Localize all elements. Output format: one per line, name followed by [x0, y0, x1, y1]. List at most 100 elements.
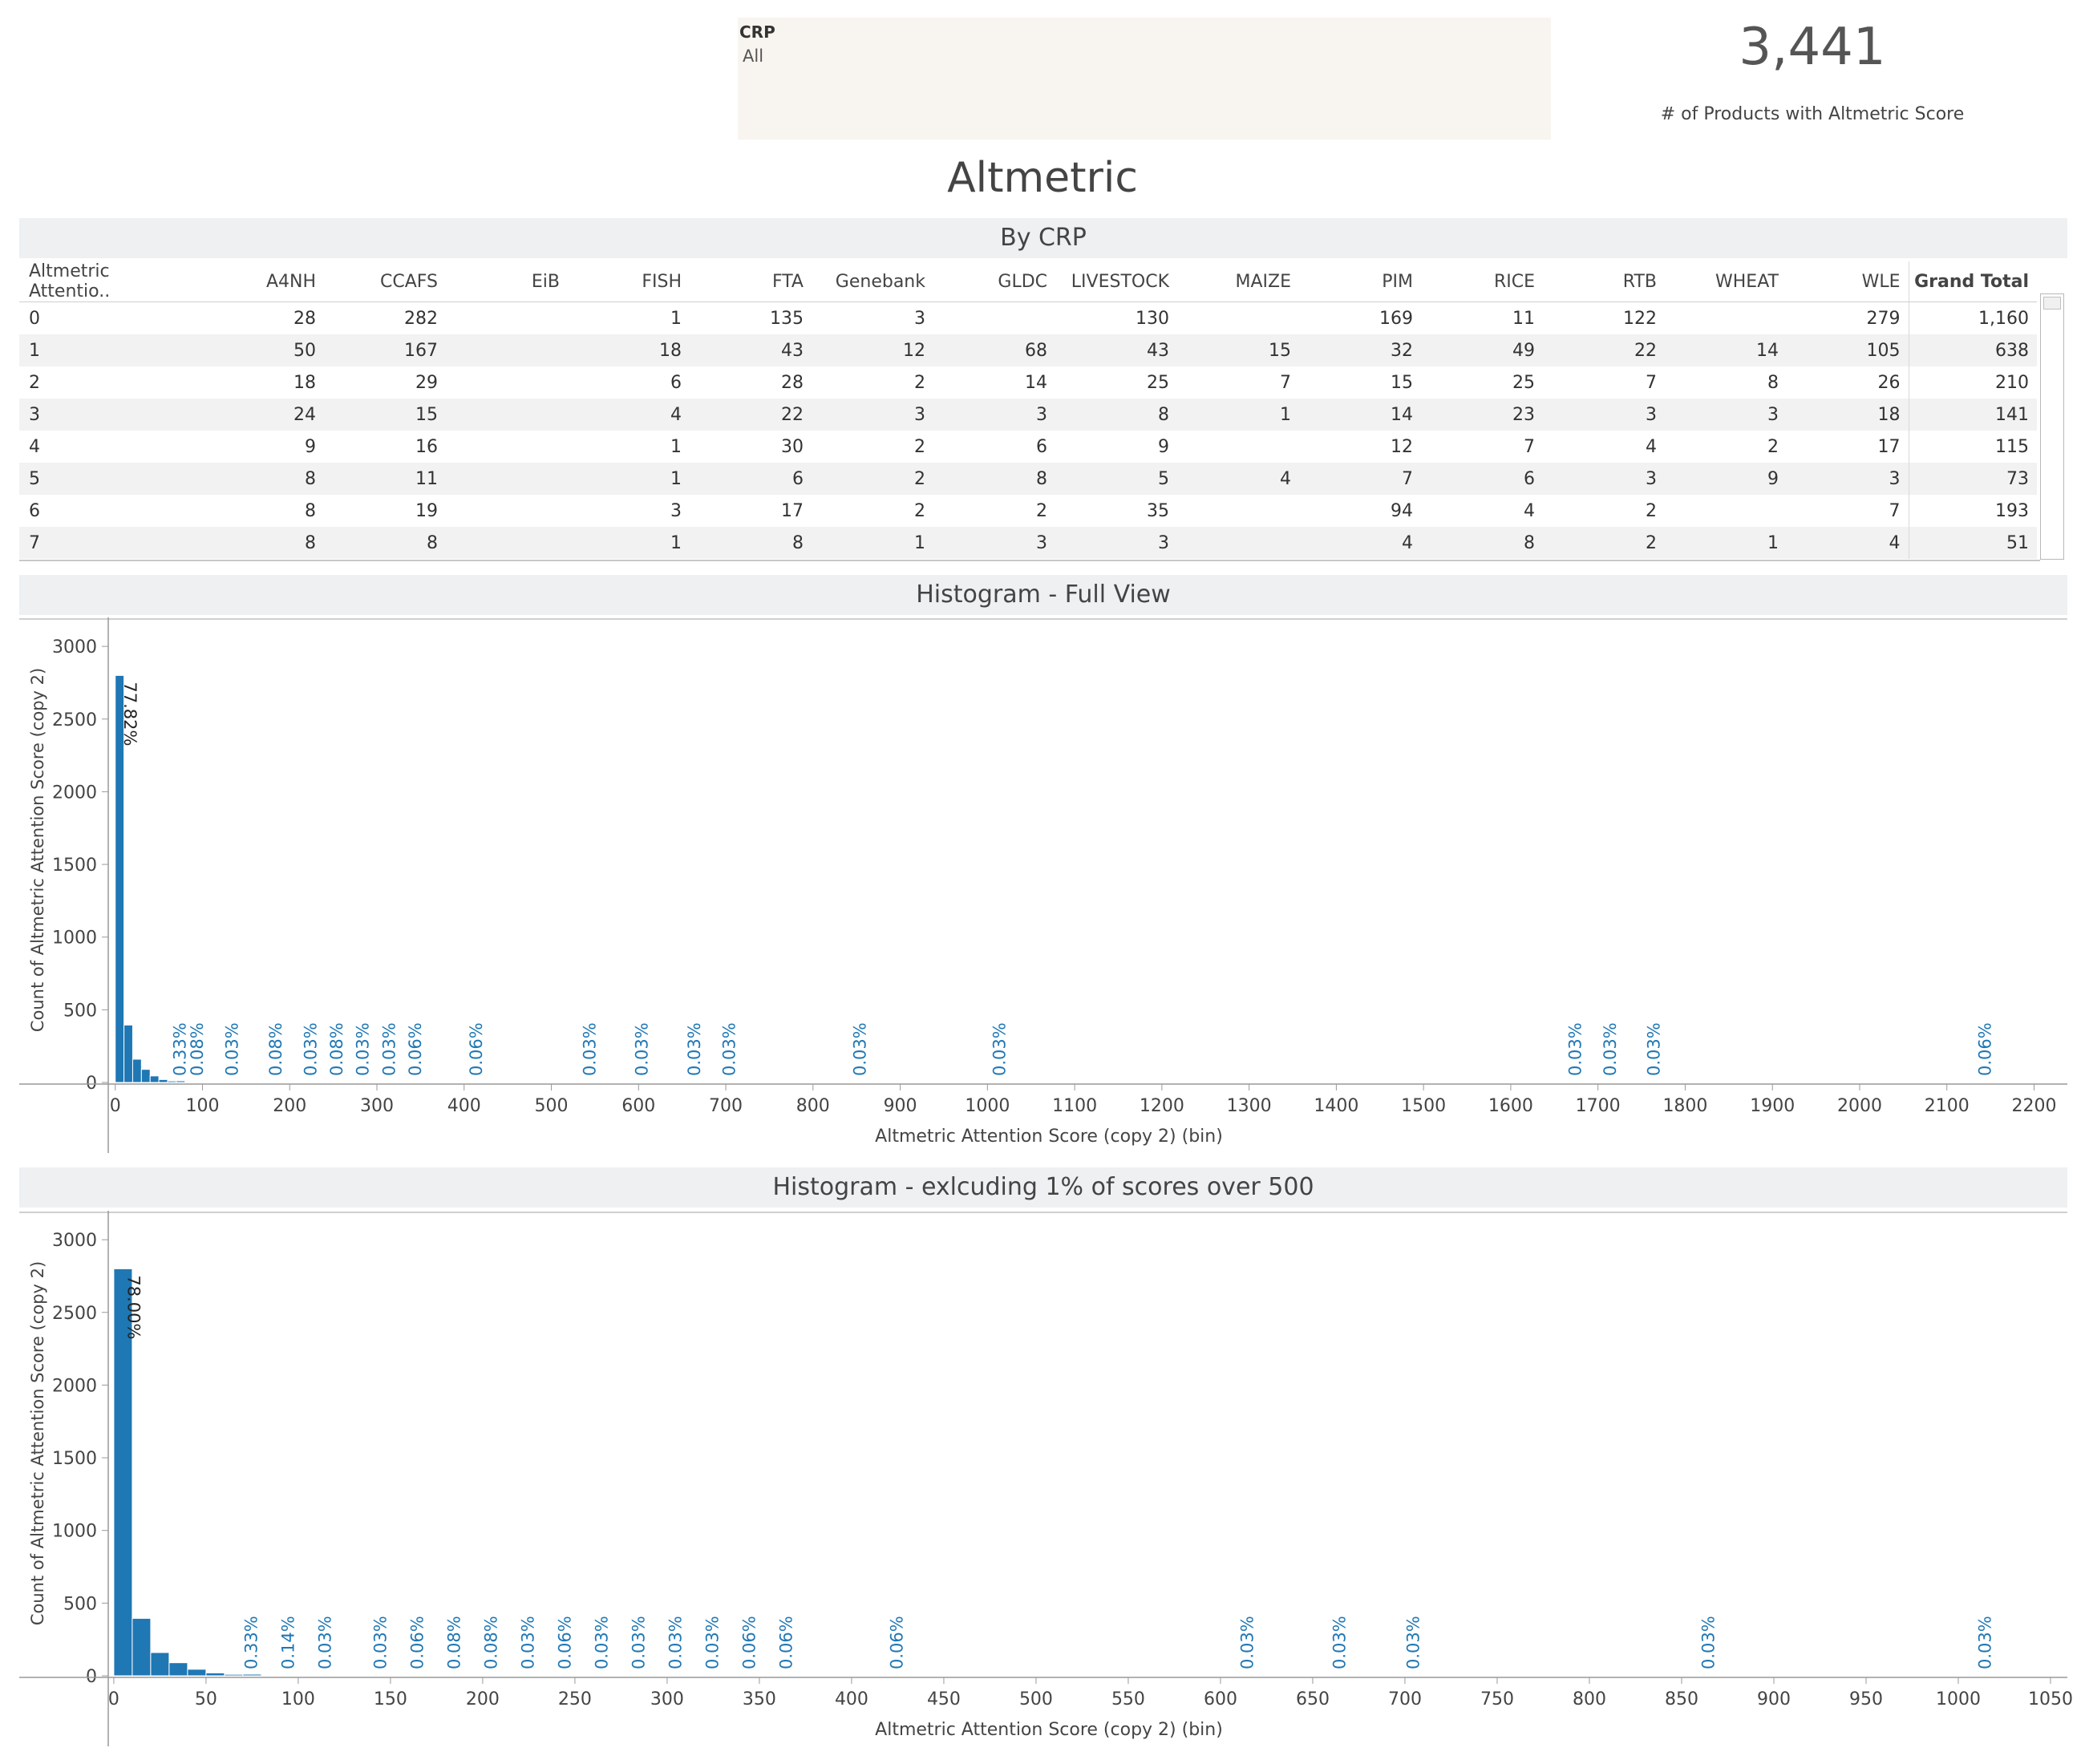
column-header[interactable]: PIM — [1299, 261, 1421, 302]
x-tick-label: 2100 — [1925, 1096, 1970, 1116]
table-row: 7 8 8 1 8 1 3 3 4 8 2 1 4 51 — [19, 527, 2037, 559]
x-tick-label: 0 — [110, 1096, 121, 1116]
y-tick-label: 500 — [63, 1001, 97, 1021]
table-cell: 25 — [1512, 372, 1535, 393]
x-tick-label: 300 — [650, 1689, 684, 1709]
crp-filter-value[interactable]: All — [743, 47, 764, 66]
bar-percent-label: 78.00% — [123, 1275, 143, 1339]
x-tick-label: 1700 — [1576, 1096, 1621, 1116]
table-cell: 1 — [1177, 399, 1299, 431]
x-tick-label: 600 — [621, 1096, 655, 1116]
table-cell: 210 — [1908, 366, 2037, 399]
table-cell: 3 — [812, 399, 933, 431]
table-cell: 17 — [1877, 436, 1901, 457]
row-header-cell: 3 — [19, 399, 202, 431]
x-tick-label: 250 — [558, 1689, 592, 1709]
x-tick-label: 900 — [884, 1096, 917, 1116]
bar-percent-label: 0.03% — [370, 1616, 390, 1669]
table-cell: 50 — [202, 334, 324, 366]
table-cell: 2 — [914, 500, 925, 521]
x-axis-title: Altmetric Attention Score (copy 2) (bin) — [875, 1720, 1223, 1740]
histogram-bar — [205, 1672, 225, 1677]
table-cell — [1665, 495, 1787, 527]
table-cell: 7 — [1280, 372, 1291, 393]
row-header-cell: 7 — [19, 527, 202, 559]
table-cell: 23 — [1421, 399, 1543, 431]
row-header-cell: 4 — [29, 436, 40, 457]
table-scrollbar[interactable] — [2040, 293, 2064, 560]
table-cell: 638 — [1908, 334, 2037, 366]
column-header[interactable]: WHEAT — [1665, 261, 1787, 302]
table-row: 2 18 29 6 28 2 14 25 7 15 25 7 8 26 210 — [19, 366, 2037, 399]
column-header[interactable]: GLDC — [933, 261, 1055, 302]
x-tick-label: 500 — [1019, 1689, 1053, 1709]
bar-percent-label: 0.03% — [851, 1022, 870, 1076]
table-cell: 9 — [1158, 436, 1169, 457]
bar-percent-label: 0.03% — [1975, 1616, 1994, 1669]
bar-percent-label: 0.03% — [685, 1022, 704, 1076]
kpi-label: # of Products with Altmetric Score — [1660, 104, 1965, 124]
table-cell — [446, 463, 568, 495]
table-cell: 14 — [1299, 399, 1421, 431]
table-cell: 2 — [914, 372, 925, 393]
table-cell: 8 — [202, 527, 324, 559]
table-cell — [1177, 495, 1299, 527]
table-cell: 18 — [568, 334, 690, 366]
histogram-bar — [132, 1058, 142, 1083]
table-cell: 122 — [1623, 308, 1657, 329]
column-header[interactable]: RICE — [1421, 261, 1543, 302]
histogram-bar — [482, 1674, 502, 1677]
table-cell: 2 — [1036, 500, 1047, 521]
column-header[interactable]: MAIZE — [1177, 261, 1299, 302]
x-axis-title: Altmetric Attention Score (copy 2) (bin) — [875, 1127, 1223, 1147]
y-tick-label: 1500 — [52, 1449, 97, 1469]
column-header[interactable]: Grand Total — [1908, 261, 2037, 302]
table-cell — [933, 302, 1055, 335]
column-header[interactable]: WLE — [1787, 261, 1909, 302]
x-tick-label: 50 — [195, 1689, 217, 1709]
histogram-bar — [168, 1662, 188, 1677]
section-header-histogram-full: Histogram - Full View — [19, 575, 2067, 615]
x-tick-label: 800 — [796, 1096, 830, 1116]
bar-percent-label: 0.06% — [407, 1616, 427, 1669]
table-cell: 193 — [1908, 495, 2037, 527]
x-tick-label: 850 — [1665, 1689, 1698, 1709]
table-cell: 7 — [1889, 500, 1901, 521]
column-header[interactable]: A4NH — [202, 261, 324, 302]
plot-background — [19, 617, 2067, 1155]
table-cell: 15 — [1391, 372, 1413, 393]
x-tick-label: 350 — [743, 1689, 776, 1709]
plot-background — [19, 1211, 2067, 1748]
column-header[interactable]: FISH — [568, 261, 690, 302]
x-tick-label: 1900 — [1750, 1096, 1795, 1116]
column-header[interactable]: LIVESTOCK — [1055, 261, 1177, 302]
table-cell — [446, 302, 568, 335]
table-cell: 141 — [1908, 399, 2037, 431]
y-tick-label: 1000 — [52, 1522, 97, 1542]
table-cell — [446, 366, 568, 399]
table-cell: 169 — [1379, 308, 1413, 329]
table-cell: 35 — [1147, 500, 1169, 521]
row-header-cell: 6 — [29, 500, 40, 521]
table-header-row: Altmetric Attentio.. A4NH CCAFS EiB FISH FTA G… — [19, 261, 2037, 302]
column-header[interactable]: RTB — [1543, 261, 1665, 302]
crp-filter[interactable] — [738, 18, 1551, 140]
x-tick-label: 200 — [466, 1689, 500, 1709]
table-cell: 8 — [1421, 527, 1543, 559]
table-cell: 3 — [933, 527, 1055, 559]
column-header[interactable]: FTA — [690, 261, 812, 302]
table-cell: 15 — [324, 399, 446, 431]
column-header[interactable]: CCAFS — [324, 261, 446, 302]
column-header[interactable]: Altmetric Attentio.. — [19, 261, 202, 302]
column-header[interactable]: EiB — [446, 261, 568, 302]
table-cell: 135 — [770, 308, 804, 329]
column-header[interactable]: Genebank — [812, 261, 933, 302]
table-cell: 11 — [1512, 308, 1535, 329]
bar-percent-label: 0.03% — [990, 1022, 1010, 1076]
table-cell: 3 — [670, 500, 682, 521]
table-cell: 8 — [305, 500, 316, 521]
table-cell: 11 — [324, 463, 446, 495]
table-scrollbar-thumb[interactable] — [2043, 297, 2061, 310]
x-tick-label: 550 — [1111, 1689, 1145, 1709]
bar-percent-label: 0.08% — [266, 1022, 285, 1076]
